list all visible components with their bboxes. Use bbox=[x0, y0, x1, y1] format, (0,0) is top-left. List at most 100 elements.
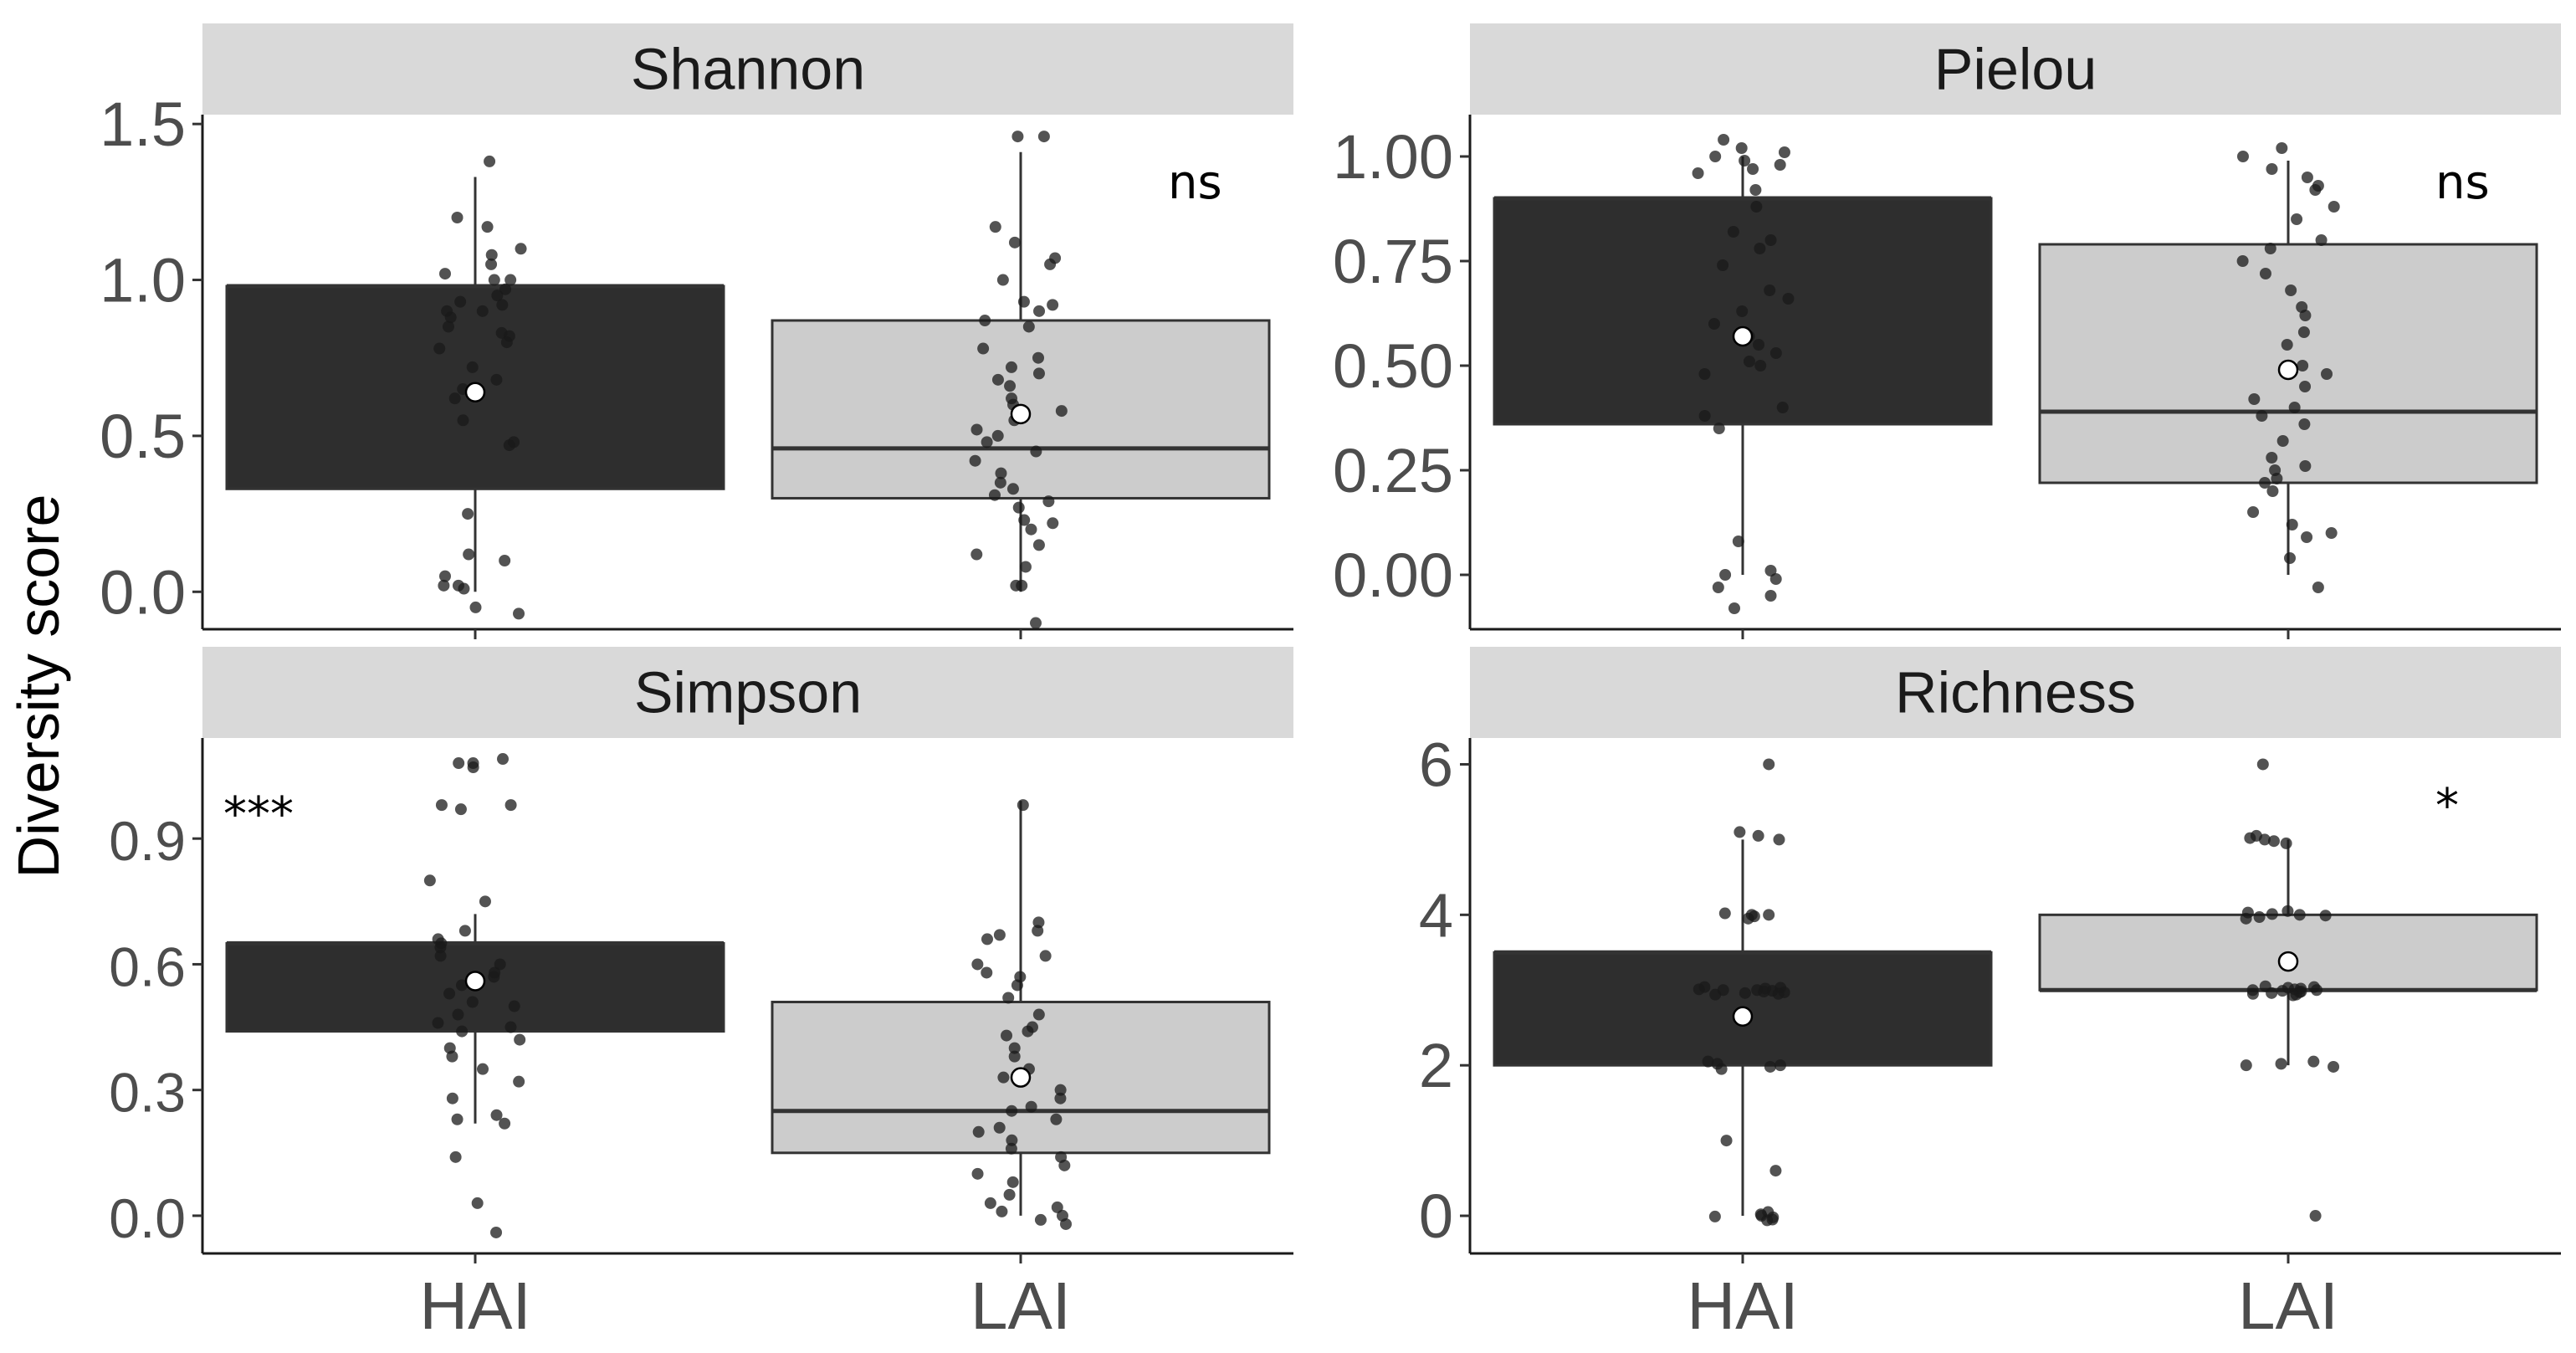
data-point bbox=[443, 987, 456, 1000]
data-point bbox=[484, 155, 496, 167]
data-point bbox=[2256, 758, 2269, 771]
data-point bbox=[1718, 134, 1730, 146]
data-point bbox=[1739, 987, 1751, 999]
data-point bbox=[1025, 1100, 1037, 1113]
data-point bbox=[1006, 1176, 1019, 1188]
data-point bbox=[494, 958, 506, 971]
data-point bbox=[449, 1151, 462, 1163]
data-point bbox=[1008, 236, 1021, 249]
data-point bbox=[1709, 988, 1722, 1001]
data-point bbox=[1718, 907, 1731, 920]
data-point bbox=[2276, 142, 2288, 154]
data-point bbox=[2240, 1059, 2252, 1072]
data-point bbox=[2259, 477, 2271, 489]
data-point bbox=[2264, 243, 2276, 254]
data-point bbox=[971, 1167, 984, 1180]
data-point bbox=[1750, 201, 1763, 213]
x-tick-label-lai: LAI bbox=[2238, 1268, 2338, 1343]
data-point bbox=[1764, 284, 1776, 296]
data-point bbox=[2256, 410, 2268, 422]
data-point bbox=[2259, 268, 2271, 279]
data-point bbox=[2286, 519, 2298, 530]
y-tick-label: 0.9 bbox=[109, 810, 186, 872]
data-point bbox=[2325, 527, 2338, 539]
data-point bbox=[504, 799, 517, 812]
data-point bbox=[1758, 986, 1770, 998]
data-point bbox=[438, 570, 451, 582]
data-point bbox=[1702, 1055, 1714, 1068]
data-point bbox=[466, 361, 479, 373]
data-point bbox=[2258, 833, 2271, 846]
data-point bbox=[984, 1197, 996, 1209]
data-point bbox=[479, 895, 491, 908]
data-point bbox=[1017, 799, 1029, 812]
data-point bbox=[1717, 259, 1729, 271]
data-point bbox=[2311, 984, 2323, 997]
data-point bbox=[496, 299, 509, 311]
data-point bbox=[1058, 1159, 1071, 1171]
data-point bbox=[1742, 912, 1754, 925]
data-point bbox=[995, 467, 1007, 479]
data-point bbox=[1022, 1025, 1034, 1038]
y-tick-label: 6 bbox=[1419, 730, 1453, 799]
data-point bbox=[1713, 423, 1725, 434]
data-point bbox=[2236, 151, 2249, 162]
data-point bbox=[981, 933, 993, 946]
data-point bbox=[434, 941, 447, 954]
mean-marker-hai bbox=[1732, 1006, 1754, 1027]
data-point bbox=[490, 373, 503, 386]
data-point bbox=[515, 243, 527, 255]
data-point bbox=[1773, 833, 1785, 846]
panel-richness: Richness 0 2 4 6 HAI LAI * bbox=[1419, 647, 2561, 1343]
mean-marker-hai bbox=[464, 971, 486, 992]
data-point bbox=[972, 1125, 985, 1138]
data-point bbox=[993, 1121, 1006, 1134]
data-point bbox=[1032, 367, 1045, 380]
y-axis-title: Diversity score bbox=[6, 495, 71, 879]
data-point bbox=[2280, 837, 2292, 849]
data-point bbox=[2244, 832, 2256, 844]
data-point bbox=[453, 757, 465, 770]
data-point bbox=[1708, 318, 1720, 330]
data-point bbox=[1002, 992, 1015, 1004]
data-point bbox=[1017, 295, 1030, 308]
data-point bbox=[1734, 826, 1746, 838]
y-tick-label: 1.00 bbox=[1333, 122, 1453, 192]
data-point bbox=[1006, 1104, 1018, 1117]
data-point bbox=[514, 1033, 526, 1046]
y-tick-label: 0.75 bbox=[1333, 227, 1453, 296]
data-point bbox=[2307, 1055, 2320, 1068]
data-point bbox=[1764, 565, 1777, 577]
data-point bbox=[1764, 234, 1777, 246]
y-tick-label: 4 bbox=[1419, 880, 1453, 950]
significance-label: ns bbox=[1168, 156, 1222, 210]
data-point bbox=[1016, 579, 1028, 592]
data-point bbox=[451, 1113, 463, 1125]
panels: Shannon0.00.51.01.5nsPielou0.000.250.500… bbox=[100, 23, 2561, 1343]
data-point bbox=[2276, 985, 2289, 997]
data-point bbox=[2287, 989, 2299, 1002]
data-point bbox=[2271, 473, 2283, 484]
data-point bbox=[1059, 1217, 1072, 1230]
data-point bbox=[2253, 911, 2266, 924]
data-point bbox=[446, 1092, 458, 1104]
data-point bbox=[1769, 1165, 1782, 1177]
data-point bbox=[970, 423, 983, 436]
y-tick-label: 0.50 bbox=[1333, 331, 1453, 401]
data-point bbox=[434, 950, 447, 962]
data-point bbox=[432, 1017, 444, 1029]
data-point bbox=[1030, 445, 1042, 458]
data-point bbox=[2283, 552, 2296, 564]
data-point bbox=[1008, 1042, 1021, 1054]
mean-marker-lai bbox=[2277, 951, 2299, 972]
data-point bbox=[2288, 402, 2301, 413]
data-point bbox=[1749, 184, 1762, 196]
data-point bbox=[1042, 495, 1055, 508]
data-point bbox=[1778, 146, 1790, 158]
data-point bbox=[1715, 1063, 1728, 1075]
data-point bbox=[2276, 435, 2289, 447]
data-point bbox=[499, 1117, 511, 1130]
data-point bbox=[504, 1021, 517, 1033]
data-point bbox=[1753, 339, 1765, 351]
mean-marker-lai bbox=[1010, 403, 1032, 425]
